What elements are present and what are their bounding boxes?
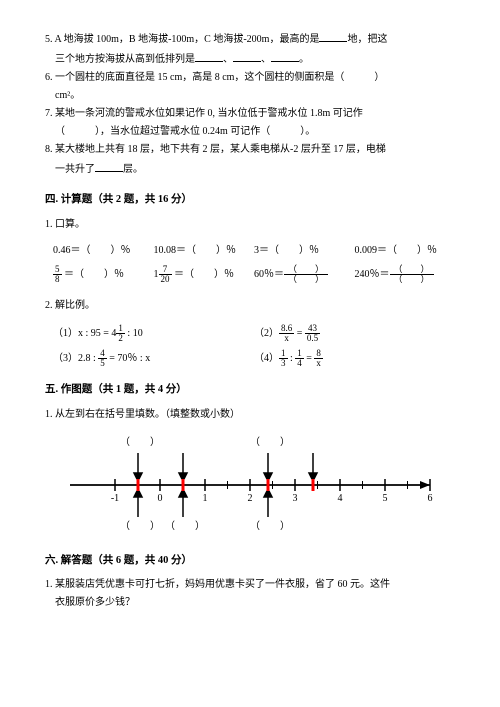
mental-calc-group: 0.46＝（ ）％ 10.08＝（ ）％ 3＝（ ）％ 0.009＝（ ）％ 5… [53, 243, 455, 284]
q7-line1: 7. 某地一条河流的警戒水位如果记作 0, 当水位低于警戒水位 1.8m 可记作 [45, 106, 455, 122]
frac-86-x: 8.6x [279, 324, 294, 343]
s4-q1: 1. 口算。 [45, 217, 455, 233]
eq1b: : 10 [125, 328, 143, 339]
q5-blank1[interactable] [319, 30, 347, 42]
paren-bot-2[interactable]: （ ） [165, 519, 205, 535]
eq4a: （4） [254, 353, 279, 364]
s5-q1: 1. 从左到右在括号里填数。（填整数或小数） [45, 407, 455, 423]
q8-line2: 一共升了 层。 [45, 160, 455, 178]
q5-end: 。 [299, 54, 309, 65]
r1c3: 3＝（ ）％ [254, 243, 355, 259]
frac-8-x: 8x [314, 349, 323, 368]
paren-bot-1[interactable]: （ ） [120, 519, 160, 535]
frac-43-05: 430.5 [305, 324, 320, 343]
q5-line1: 5. A 地海拔 100m，B 地海拔-100m，C 地海拔-200m，最高的是… [45, 30, 455, 48]
pfrac2[interactable]: （ ）（ ） [390, 265, 434, 284]
q6-line1: 6. 一个圆柱的底面直径是 15 cm，高是 8 cm，这个圆柱的侧面积是（ ） [45, 70, 455, 86]
paren-bot-3[interactable]: （ ） [250, 519, 290, 535]
q8-text-b: 一共升了 [55, 164, 95, 175]
pfrac1[interactable]: （ ）（ ） [284, 265, 328, 284]
eq1a: （1）x : 95 = 4 [53, 328, 116, 339]
q5-sep2: 、 [261, 54, 271, 65]
eq3a: （3）2.8 : [53, 353, 98, 364]
eq4c: = [304, 353, 315, 364]
q8-blank[interactable] [95, 160, 123, 172]
number-line: （ ） （ ） -10123456 （ [60, 435, 440, 535]
r1c1: 0.46＝（ ）％ [53, 243, 154, 259]
eq1: （1）x : 95 = 412 : 10 [53, 324, 254, 343]
calc-row2: 58 ＝（ ）％ 1720 ＝（ ）％ 60％＝（ ）（ ） 240％＝（ ）（… [53, 265, 455, 284]
frac-4-5: 45 [98, 349, 107, 368]
eq3b: = 70％ : x [107, 353, 150, 364]
eq4b: : [288, 353, 296, 364]
s6-q1-line1: 1. 某服装店凭优惠卡可打七折，妈妈用优惠卡买了一件衣服，省了 60 元。这件 [45, 577, 455, 593]
s4-q2: 2. 解比例。 [45, 298, 455, 314]
q6-line2: cm²。 [45, 88, 455, 104]
prop-row1: （1）x : 95 = 412 : 10 （2）8.6x = 430.5 [53, 324, 455, 343]
q5-text-b: 地，把这 [347, 34, 387, 45]
eq2eq: = [294, 328, 305, 339]
r2c4-lead: 240％＝ [355, 269, 390, 280]
svg-text:5: 5 [383, 493, 388, 504]
frac-1-2: 12 [116, 324, 125, 343]
q5-text-c: 三个地方按海拔从高到低排列是 [55, 54, 195, 65]
proportion-group: （1）x : 95 = 412 : 10 （2）8.6x = 430.5 （3）… [53, 324, 455, 368]
q7-text-b: （ ），当水位超过警戒水位 0.24m 可记作（ ）。 [55, 126, 315, 137]
r1c2: 10.08＝（ ）％ [154, 243, 255, 259]
section5-title: 五. 作图题（共 1 题，共 4 分） [45, 382, 455, 399]
r2c2: 1720 ＝（ ）％ [154, 265, 255, 284]
q6-text-a: 6. 一个圆柱的底面直径是 15 cm，高是 8 cm，这个圆柱的侧面积是（ ） [45, 72, 384, 83]
r2c2-tail: ＝（ ）％ [172, 269, 235, 280]
q8-text-c: 层。 [123, 164, 143, 175]
frac-5-8: 58 [53, 265, 62, 284]
r2c3: 60％＝（ ）（ ） [254, 265, 355, 284]
section6-title: 六. 解答题（共 6 题，共 40 分） [45, 553, 455, 570]
calc-row1: 0.46＝（ ）％ 10.08＝（ ）％ 3＝（ ）％ 0.009＝（ ）％ [53, 243, 455, 259]
prop-row2: （3）2.8 : 45 = 70％ : x （4）13 : 14 = 8x [53, 349, 455, 368]
svg-text:0: 0 [158, 493, 163, 504]
r2c1: 58 ＝（ ）％ [53, 265, 154, 284]
q8-line1: 8. 某大楼地上共有 18 层，地下共有 2 层，某人乘电梯从-2 层升至 17… [45, 142, 455, 158]
section4-title: 四. 计算题（共 2 题，共 16 分） [45, 192, 455, 209]
eq4: （4）13 : 14 = 8x [254, 349, 455, 368]
frac-1-4: 14 [295, 349, 304, 368]
q5-sep1: 、 [223, 54, 233, 65]
svg-text:1: 1 [203, 493, 208, 504]
svg-text:3: 3 [293, 493, 298, 504]
r1c4: 0.009＝（ ）％ [355, 243, 456, 259]
eq2: （2）8.6x = 430.5 [254, 324, 455, 343]
r2c3-lead: 60％＝ [254, 269, 284, 280]
q5-line2: 三个地方按海拔从高到低排列是 、 、 。 [45, 50, 455, 68]
q7-text-a: 7. 某地一条河流的警戒水位如果记作 0, 当水位低于警戒水位 1.8m 可记作 [45, 108, 363, 119]
q7-line2: （ ），当水位超过警戒水位 0.24m 可记作（ ）。 [45, 124, 455, 140]
frac-7-20: 720 [159, 265, 172, 284]
r2c1-tail: ＝（ ）％ [62, 269, 125, 280]
q5-blank4[interactable] [271, 50, 299, 62]
eq2a: （2） [254, 328, 279, 339]
q8-text-a: 8. 某大楼地上共有 18 层，地下共有 2 层，某人乘电梯从-2 层升至 17… [45, 144, 386, 155]
svg-text:2: 2 [248, 493, 253, 504]
q5-blank3[interactable] [233, 50, 261, 62]
svg-text:-1: -1 [111, 493, 119, 504]
r2c4: 240％＝（ ）（ ） [355, 265, 456, 284]
svg-text:6: 6 [428, 493, 433, 504]
q5-blank2[interactable] [195, 50, 223, 62]
svg-text:4: 4 [338, 493, 343, 504]
eq3: （3）2.8 : 45 = 70％ : x [53, 349, 254, 368]
frac-1-3: 13 [279, 349, 288, 368]
q6-text-b: cm²。 [55, 90, 80, 101]
s6-q1-line2: 衣服原价多少钱？ [45, 595, 455, 611]
q5-text-a: 5. A 地海拔 100m，B 地海拔-100m，C 地海拔-200m，最高的是 [45, 34, 319, 45]
